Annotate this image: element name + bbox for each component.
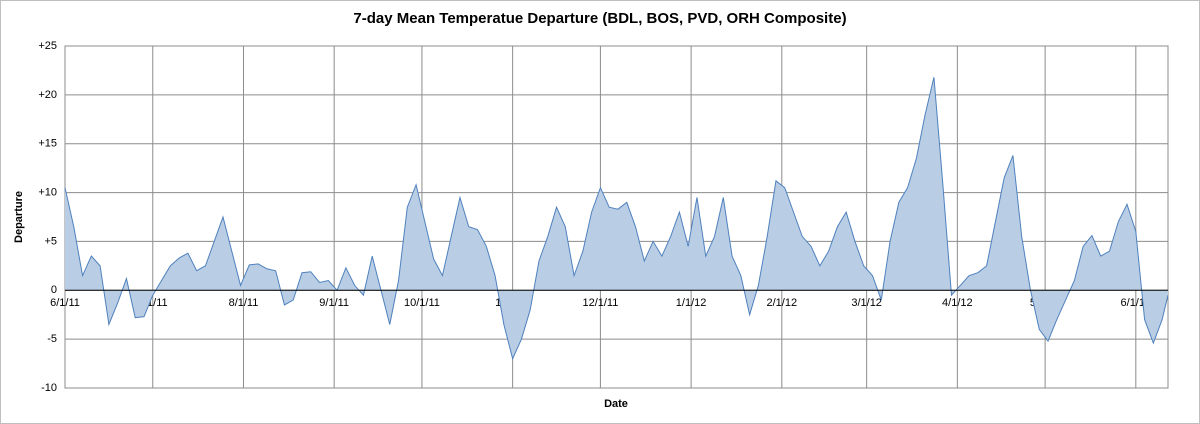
x-tick-label: 3/1/12 (851, 297, 882, 309)
x-tick-label: 6/1/11 (50, 297, 80, 309)
y-tick-label: -5 (47, 333, 57, 345)
x-tick-label: 9/1/11 (319, 297, 349, 309)
area-line (64, 77, 1169, 361)
x-tick-label: 1/1/12 (676, 297, 707, 309)
x-tick-label: 8/1/11 (229, 297, 259, 309)
area-fill (65, 77, 1168, 359)
y-tick-label: +20 (38, 89, 57, 101)
x-axis-label: Date (604, 398, 628, 410)
y-tick-label: +25 (38, 40, 57, 52)
y-tick-label: 0 (51, 284, 57, 296)
y-axis-label: Departure (13, 191, 25, 243)
y-tick-label: +5 (44, 235, 57, 247)
y-tick-label: +10 (38, 186, 57, 198)
y-tick-label: +15 (38, 138, 57, 150)
chart-title: 7-day Mean Temperatue Departure (BDL, BO… (353, 10, 846, 27)
x-tick-label: 10/1/11 (404, 297, 440, 309)
x-tick-label: 2/1/12 (767, 297, 798, 309)
y-tick-label: -10 (41, 382, 57, 394)
x-tick-label: 4/1/12 (942, 297, 973, 309)
x-tick-label: 12/1/11 (582, 297, 618, 309)
